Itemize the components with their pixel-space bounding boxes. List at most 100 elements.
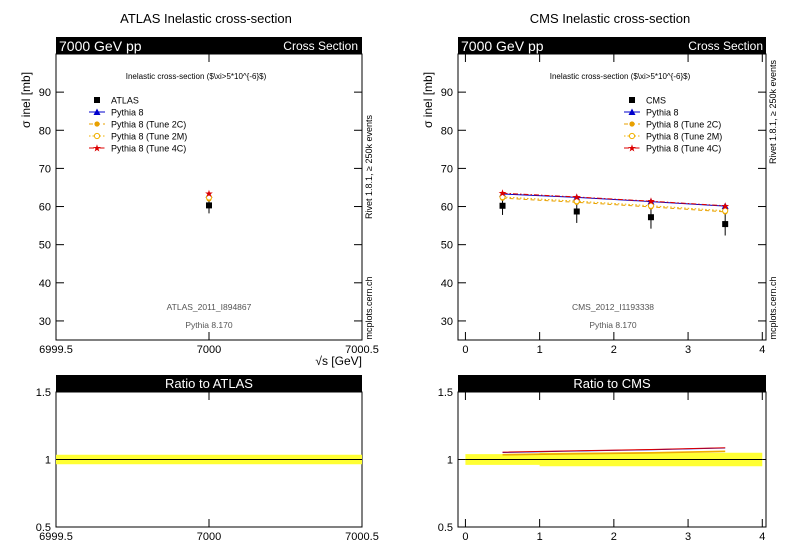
cms-xtick-label: 3 (685, 344, 691, 356)
atlas-xtick-label: 6999.5 (39, 344, 73, 356)
atlas-point: ★ (205, 189, 214, 200)
cms-point: ★ (646, 197, 655, 208)
atlas-legend: ATLAS Pythia 8 Pythia 8 (Tune 2C) Pythia 8 … (89, 96, 187, 155)
atlas-ytick-label: 90 (39, 87, 51, 99)
cms-point (721, 202, 729, 210)
atlas-ytick-label: 60 (39, 202, 51, 214)
cms-xtick-label: 0 (462, 344, 468, 356)
cms-axes: 0 1 2 3 4 30 40 50 60 70 80 90 (441, 54, 766, 356)
atlas-marks: ★ (205, 189, 214, 214)
atlas-legend-marker (93, 132, 101, 140)
cms-legend-label: Pythia 8 (Tune 4C) (646, 144, 721, 154)
cms-ratio-xtick-label: 2 (611, 531, 617, 543)
cms-ratio-title: Ratio to CMS (573, 376, 651, 391)
atlas-ratio-ytick-label: 1.5 (36, 387, 51, 399)
cms-point (647, 202, 655, 209)
cms-legend-marker (629, 121, 635, 127)
cms-series-3 (499, 193, 729, 214)
cms-legend-marker (628, 132, 636, 140)
atlas-legend-marker (94, 97, 100, 103)
cms-legend-marker: ★ (628, 144, 637, 155)
cms-legend-marker (629, 97, 635, 103)
cms-ratio-xtick-label: 0 (462, 531, 468, 543)
atlas-legend-label: ATLAS (111, 96, 139, 106)
cms-header-left: 7000 GeV pp (461, 38, 544, 54)
cms-ytick-label: 50 (441, 240, 453, 252)
atlas-xtick-label: 7000 (197, 344, 221, 356)
atlas-xtick-label: 7000.5 (345, 344, 379, 356)
atlas-point (206, 202, 212, 209)
cms-title: CMS Inelastic cross-section (530, 11, 690, 26)
atlas-ytick-label: 80 (39, 125, 51, 137)
cms-ytick-label: 40 (441, 278, 453, 290)
atlas-xlabel: √s [GeV] (315, 354, 362, 368)
atlas-ratio-ytick-label: 1 (45, 455, 51, 467)
cms-side-bottom: mcplots.cern.ch (768, 276, 778, 339)
cms-point (722, 207, 729, 214)
cms-ratio-xtick-label: 4 (759, 531, 765, 543)
cms-point (722, 221, 729, 228)
cms-point (647, 214, 654, 221)
atlas-header-left: 7000 GeV pp (59, 38, 142, 54)
atlas-ratio-title: Ratio to ATLAS (165, 376, 253, 391)
cms-ytick-label: 30 (441, 316, 453, 328)
cms-xtick-label: 1 (537, 344, 543, 356)
cms-marks: ★ ★ ★ ★ (498, 189, 730, 236)
cms-legend-label: Pythia 8 (646, 108, 679, 118)
atlas-ytick-label: 70 (39, 163, 51, 175)
atlas-ratio-ytick-label: 0.5 (36, 522, 51, 534)
atlas-legend-marker (94, 121, 100, 127)
atlas-ratio-header-bar (56, 375, 362, 392)
cms-point: ★ (572, 193, 581, 204)
atlas-ratio-xtick-label: 6999.5 (39, 531, 73, 543)
cms-ratio-header-bar (458, 375, 766, 392)
atlas-generator: Pythia 8.170 (185, 320, 233, 330)
cms-ytick-label: 70 (441, 163, 453, 175)
atlas-series-4: ★ (205, 189, 214, 200)
atlas-header-right: Cross Section (283, 39, 358, 53)
cms-ratio-axes: 0 1 2 3 4 0.5 1 1.5 (438, 387, 766, 543)
atlas-side-top: Rivet 1.8.1, ≥ 250k events (364, 115, 374, 219)
cms-series-0 (499, 196, 729, 236)
atlas-ratio-marks (56, 454, 362, 465)
atlas-header-bar (56, 37, 362, 54)
atlas-legend-title: Inelastic cross-section ($\xi>5*10^{-6}$… (126, 72, 267, 81)
cms-plot-frame (457, 53, 767, 341)
cms-series-line (502, 196, 726, 212)
atlas-ratio-xtick-label: 7000.5 (345, 531, 379, 543)
cms-panel: CMS Inelastic cross-section 7000 GeV pp … (421, 11, 778, 543)
cms-side-top: Rivet 1.8.1, ≥ 250k events (768, 60, 778, 164)
cms-ytick-label: 60 (441, 202, 453, 214)
cms-ratio-ytick-label: 1 (447, 455, 453, 467)
cms-legend-label: CMS (646, 96, 666, 106)
atlas-axes: 6999.5 7000 7000.5 30 40 50 60 70 80 90 (39, 54, 379, 356)
cms-ratio-ratio-series-2 (502, 451, 726, 456)
cms-series-4: ★ ★ ★ ★ (498, 189, 730, 213)
cms-point: ★ (498, 189, 507, 200)
atlas-legend-label: Pythia 8 (Tune 2C) (111, 120, 186, 130)
atlas-ytick-label: 50 (39, 240, 51, 252)
atlas-point (205, 194, 213, 201)
cms-ylabel: σ inel [mb] (421, 72, 435, 128)
atlas-title: ATLAS Inelastic cross-section (120, 11, 292, 26)
cms-ratio-xtick-label: 1 (537, 531, 543, 543)
atlas-panel: ATLAS Inelastic cross-section 7000 GeV p… (19, 11, 379, 543)
cms-point (573, 198, 580, 205)
cms-ratio-ratio-series-4 (502, 447, 726, 453)
cms-legend-title: Inelastic cross-section ($\xi>5*10^{-6}$… (550, 72, 691, 81)
atlas-legend-label: Pythia 8 (Tune 2M) (111, 132, 187, 142)
cms-series-line (502, 197, 726, 213)
cms-xtick-label: 2 (611, 344, 617, 356)
atlas-legend-label: Pythia 8 (111, 108, 144, 118)
atlas-ratio-axes: 6999.5 7000 7000.5 0.5 1 1.5 (36, 387, 379, 543)
atlas-annotation: ATLAS_2011_I894867 (167, 302, 252, 312)
cms-series-line (502, 192, 726, 207)
cms-point (573, 208, 580, 215)
cms-ratio-marks (465, 447, 763, 467)
cms-ytick-label: 80 (441, 125, 453, 137)
cms-ytick-label: 90 (441, 87, 453, 99)
atlas-ytick-label: 30 (39, 316, 51, 328)
cms-series-line (502, 193, 726, 207)
atlas-ylabel: σ inel [mb] (19, 72, 33, 128)
